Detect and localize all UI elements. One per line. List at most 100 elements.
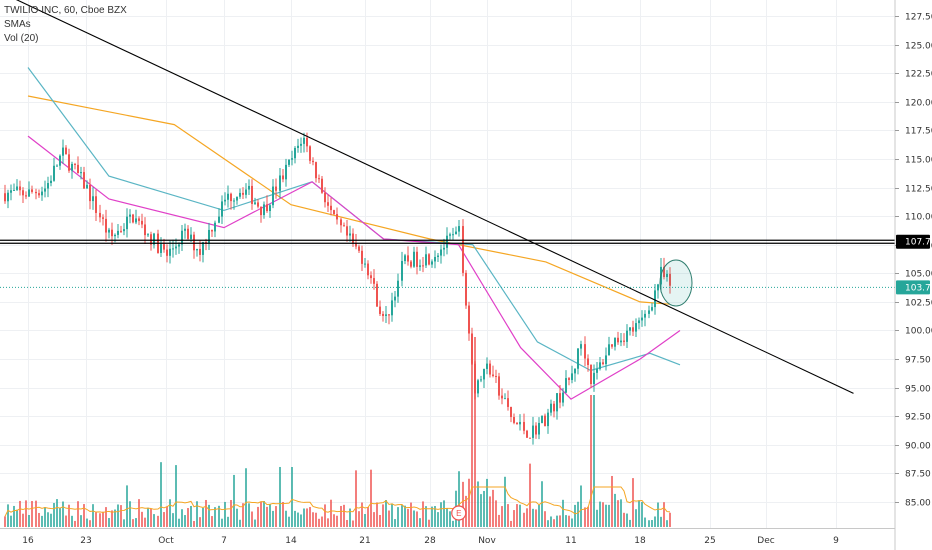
volume-bar — [620, 499, 622, 527]
breakout-highlight-circle — [659, 259, 693, 307]
volume-bar — [648, 520, 650, 527]
candle-body — [266, 204, 268, 212]
volume-bar — [635, 509, 637, 527]
volume-bar — [172, 513, 174, 527]
candle-body — [641, 317, 643, 321]
candle-body — [434, 256, 436, 262]
volume-bar — [605, 504, 607, 527]
candle-body — [410, 261, 412, 267]
volume-bar — [105, 507, 107, 527]
candle-body — [297, 145, 299, 148]
volume-bar — [425, 506, 427, 527]
candle-body — [535, 425, 537, 435]
candle-body — [99, 212, 101, 218]
candle-body — [288, 159, 290, 165]
volume-bar — [523, 512, 525, 527]
candle-body — [611, 344, 613, 347]
volume-bar — [38, 512, 40, 527]
candle-body — [190, 234, 192, 239]
x-tick-label: 16 — [22, 536, 34, 546]
candle-body — [614, 337, 616, 347]
y-tick-label: 85.00 — [905, 499, 931, 509]
candle-body — [492, 374, 494, 376]
candle-body — [632, 327, 634, 332]
candle-body — [160, 244, 162, 253]
volume-bar — [669, 512, 671, 527]
candle-body — [260, 206, 262, 216]
candle-body — [16, 186, 18, 190]
chart-legend: TWILIO INC, 60, Cboe BZX SMAs Vol (20) — [4, 4, 127, 46]
volume-bar — [53, 502, 55, 527]
candle-body — [74, 163, 76, 165]
candle-body — [53, 165, 55, 181]
volume-bar — [379, 515, 381, 527]
last-price-tag — [896, 280, 930, 295]
candle-body — [574, 368, 576, 374]
volume-bar — [352, 520, 354, 527]
candle-body — [480, 379, 482, 381]
volume-bar — [657, 502, 659, 527]
volume-bar — [397, 507, 399, 527]
volume-bar — [382, 504, 384, 527]
candle-body — [529, 437, 531, 439]
volume-bar — [28, 514, 30, 527]
candle-body — [541, 415, 543, 423]
volume-bar — [25, 500, 27, 527]
volume-bar — [275, 506, 277, 527]
candle-body — [181, 230, 183, 245]
candle-body — [391, 300, 393, 316]
candle-body — [358, 246, 360, 251]
volume-bar — [312, 512, 314, 527]
earnings-marker-label: E — [456, 509, 461, 518]
candle-body — [471, 333, 473, 364]
candle-body — [407, 255, 409, 262]
candle-body — [4, 193, 6, 202]
volume-bar — [102, 511, 104, 527]
volume-bar — [507, 504, 509, 527]
volume-bar — [580, 485, 582, 527]
volume-bar — [327, 518, 329, 527]
volume-bar — [74, 520, 76, 527]
x-tick-label: 25 — [704, 536, 715, 546]
volume-bar — [254, 519, 256, 527]
volume-bar — [315, 512, 317, 527]
volume-bar — [532, 508, 534, 527]
volume-bar — [410, 502, 412, 527]
volume-bar — [16, 509, 18, 527]
volume-bar — [651, 520, 653, 527]
candle-body — [224, 199, 226, 202]
volume-bar — [291, 467, 293, 527]
candle-body — [483, 368, 485, 380]
volume-bar — [419, 518, 421, 527]
candle-body — [327, 202, 329, 206]
volume-bar — [65, 515, 67, 527]
volume-bar — [71, 515, 73, 527]
candle-body — [382, 313, 384, 316]
volume-bar — [602, 502, 604, 527]
candle-body — [364, 263, 366, 265]
candle-body — [626, 330, 628, 342]
volume-bar — [272, 510, 274, 527]
y-tick-label: 110.00 — [905, 213, 932, 223]
candle-body — [599, 362, 601, 369]
candle-body — [208, 229, 210, 244]
volume-bar — [163, 512, 165, 527]
candle-body — [248, 185, 250, 190]
volume-bar — [626, 513, 628, 527]
volume-bar — [193, 520, 195, 527]
candle-body — [13, 189, 15, 191]
volume-bar — [141, 511, 143, 527]
volume-bar — [452, 520, 454, 527]
x-tick-label: 9 — [833, 536, 839, 546]
volume-bar — [556, 515, 558, 527]
candle-body — [80, 172, 82, 174]
volume-bars: E — [4, 337, 671, 527]
volume-bar — [99, 513, 101, 527]
volume-bar — [666, 520, 668, 527]
volume-bar — [221, 518, 223, 527]
volume-bar — [236, 508, 238, 527]
candle-body — [422, 265, 424, 267]
volume-bar — [373, 512, 375, 527]
volume-bar — [19, 500, 21, 527]
